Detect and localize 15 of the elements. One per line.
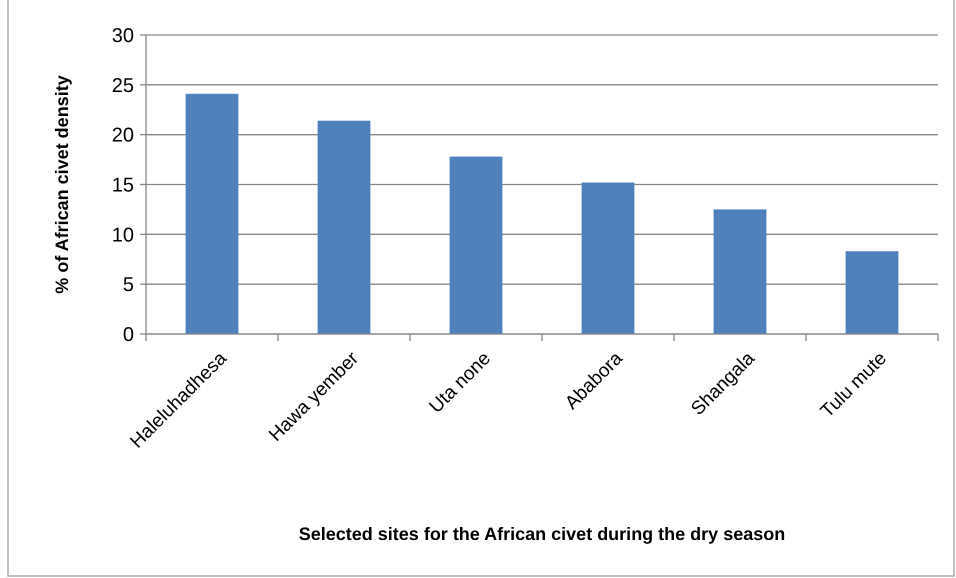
y-tick-label: 0 bbox=[122, 324, 134, 346]
y-axis-title: % of African civet density bbox=[52, 75, 72, 294]
bar bbox=[846, 251, 898, 334]
y-tick-label: 5 bbox=[122, 274, 134, 296]
y-tick-label: 10 bbox=[112, 224, 134, 246]
bar bbox=[714, 209, 766, 334]
y-tick-label: 20 bbox=[112, 124, 134, 147]
y-tick-label: 30 bbox=[112, 25, 134, 47]
bar bbox=[450, 156, 502, 334]
bar bbox=[186, 94, 238, 334]
y-tick-label: 15 bbox=[112, 174, 134, 196]
bar bbox=[318, 120, 370, 334]
bar bbox=[582, 182, 634, 334]
x-axis-title: Selected sites for the African civet during the dry season bbox=[298, 524, 786, 544]
y-tick-label: 25 bbox=[112, 74, 134, 97]
